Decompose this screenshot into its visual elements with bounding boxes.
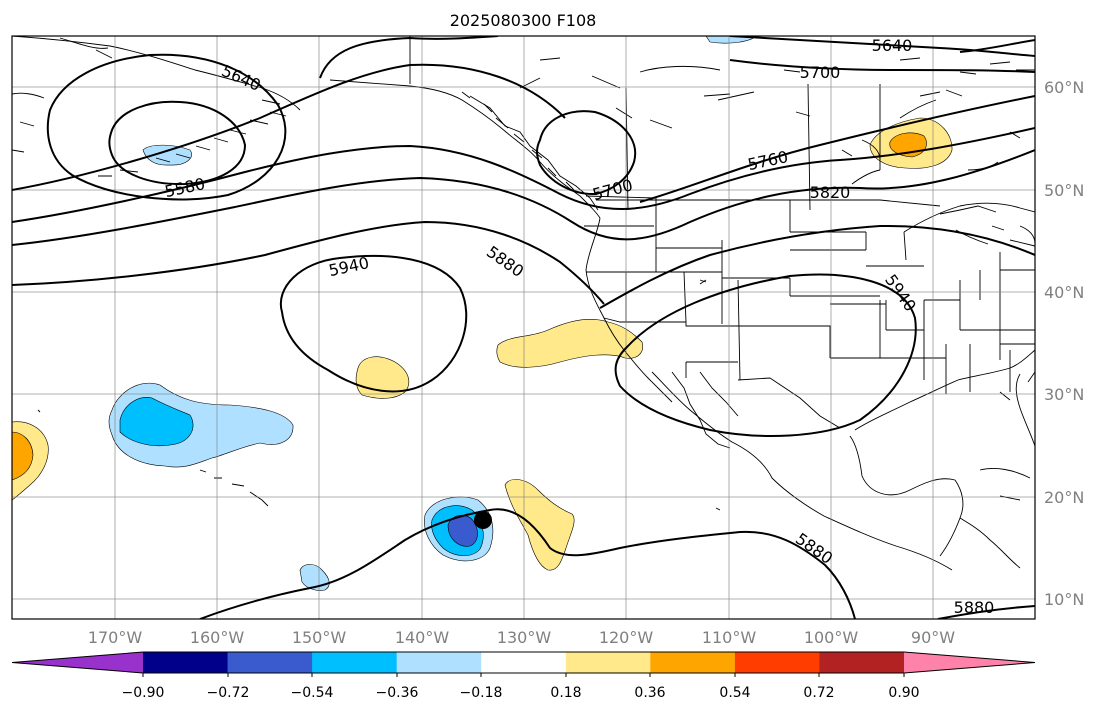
y-axis-labels: 60°N 50°N 40°N 30°N 20°N 10°N bbox=[1044, 78, 1084, 609]
x-axis-labels: 170°W 160°W 150°W 140°W 130°W 120°W 110°… bbox=[88, 628, 955, 647]
anomaly-pos-south bbox=[504, 479, 575, 571]
colorbar-segment bbox=[312, 652, 398, 673]
x-tick-label: 120°W bbox=[599, 628, 654, 647]
colorbar-extend-min bbox=[12, 652, 143, 673]
map-title: 2025080300 F108 bbox=[450, 11, 597, 30]
colorbar-segment bbox=[565, 652, 651, 673]
colorbar-extend-max bbox=[904, 652, 1035, 673]
x-tick-label: 140°W bbox=[395, 628, 450, 647]
anomaly-neg-bering-light bbox=[142, 144, 192, 166]
colorbar-tick-label: −0.54 bbox=[291, 685, 334, 701]
y-tick-label: 10°N bbox=[1044, 590, 1084, 609]
colorbar-tick-label: −0.90 bbox=[122, 685, 165, 701]
y-tick-label: 40°N bbox=[1044, 283, 1084, 302]
contour-label: 5700 bbox=[800, 63, 841, 82]
colorbar-segment bbox=[734, 652, 820, 673]
colorbar-segment bbox=[143, 652, 229, 673]
x-tick-label: 170°W bbox=[88, 628, 143, 647]
anomaly-neg-hawaii-mid bbox=[119, 397, 194, 447]
colorbar-segment bbox=[819, 652, 905, 673]
colorbar-tick-label: −0.72 bbox=[207, 685, 250, 701]
colorbar-tick-label: 0.18 bbox=[550, 685, 581, 701]
anomaly-pos-westedge-mid bbox=[12, 431, 34, 481]
colorbar-segment bbox=[396, 652, 482, 673]
coastlines-and-borders bbox=[12, 36, 1035, 571]
colorbar-tick-label: 0.90 bbox=[888, 685, 919, 701]
x-tick-label: 90°W bbox=[911, 628, 955, 647]
x-tick-label: 100°W bbox=[804, 628, 859, 647]
colorbar-tick-label: 0.54 bbox=[719, 685, 750, 701]
colorbar-segments bbox=[11, 651, 1036, 674]
y-tick-label: 20°N bbox=[1044, 488, 1084, 507]
colorbar: −0.90 −0.72 −0.54 −0.36 −0.18 0.18 0.36 … bbox=[11, 651, 1036, 701]
colorbar-segment bbox=[481, 652, 567, 673]
colorbar-segment bbox=[227, 652, 313, 673]
colorbar-tick-marks bbox=[142, 673, 905, 677]
contour-label: 5640 bbox=[872, 36, 913, 55]
colorbar-segment bbox=[650, 652, 736, 673]
storm-position-marker bbox=[474, 511, 492, 529]
colorbar-tick-label: −0.36 bbox=[376, 685, 419, 701]
y-tick-label: 30°N bbox=[1044, 385, 1084, 404]
contour-label: 5880 bbox=[954, 598, 995, 617]
map-area: 5640 5640 5700 5580 5760 5700 5820 5940 … bbox=[12, 36, 1035, 619]
anomaly-pos-baja-coast bbox=[496, 318, 643, 368]
colorbar-tick-label: 0.72 bbox=[803, 685, 834, 701]
x-tick-label: 110°W bbox=[702, 628, 757, 647]
colorbar-tick-label: −0.18 bbox=[460, 685, 503, 701]
contour-label: 5820 bbox=[810, 183, 851, 202]
colorbar-tick-label: 0.36 bbox=[634, 685, 665, 701]
y-tick-label: 50°N bbox=[1044, 181, 1084, 200]
x-tick-label: 150°W bbox=[292, 628, 347, 647]
anomaly-neg-marker-dark bbox=[447, 514, 478, 547]
x-tick-label: 130°W bbox=[497, 628, 552, 647]
height-contours bbox=[12, 36, 1035, 619]
map-frame bbox=[11, 35, 1036, 620]
x-tick-label: 160°W bbox=[190, 628, 245, 647]
y-tick-label: 60°N bbox=[1044, 78, 1084, 97]
